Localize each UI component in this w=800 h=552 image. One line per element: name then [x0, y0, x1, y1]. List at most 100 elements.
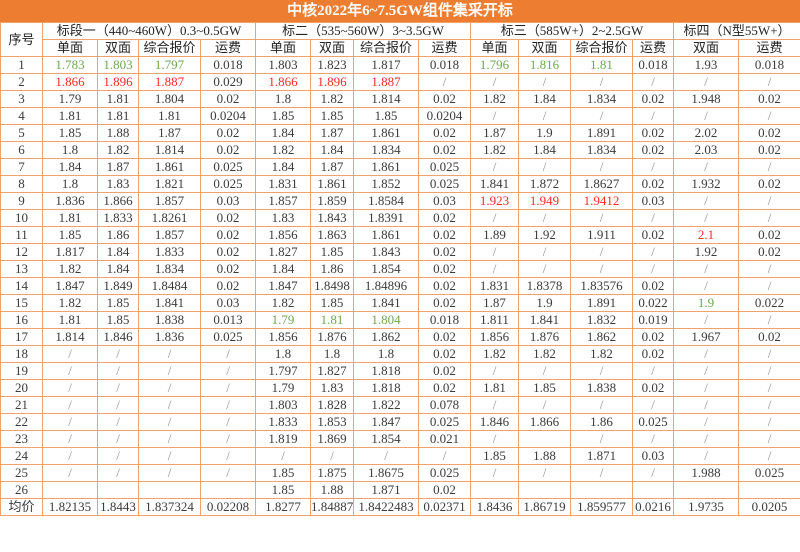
value-cell: 1.9: [518, 124, 571, 142]
value-cell: [673, 481, 740, 499]
row-index-cell: 16: [0, 311, 43, 329]
value-cell: 0.02: [418, 260, 471, 278]
value-cell: 1.861: [353, 124, 419, 142]
value-cell: /: [42, 413, 98, 431]
value-cell: 1.823: [310, 56, 354, 74]
value-cell: 1.81: [570, 56, 633, 74]
value-cell: 0.03: [200, 294, 256, 312]
value-cell: 1.9: [673, 294, 740, 312]
value-cell: 1.88: [310, 481, 354, 499]
value-cell: 1.82: [310, 90, 354, 108]
row-index-cell: 18: [0, 345, 43, 363]
value-cell: 0.025: [418, 158, 471, 176]
value-cell: [42, 481, 98, 499]
value-cell: 1.8422483: [353, 498, 419, 516]
value-cell: 1.891: [570, 294, 633, 312]
value-cell: /: [738, 430, 800, 448]
value-cell: 1.83: [310, 379, 354, 397]
value-cell: /: [97, 396, 139, 414]
value-cell: 1.8: [255, 90, 311, 108]
value-cell: 1.797: [138, 56, 201, 74]
row-index-cell: 25: [0, 464, 43, 482]
value-cell: 0.0205: [738, 498, 800, 516]
value-cell: 0.02: [631, 277, 675, 295]
value-cell: 1.811: [470, 311, 519, 329]
table-row: 26 1.85 1.88 1.871 0.02: [0, 481, 800, 499]
value-cell: 1.838: [570, 379, 633, 397]
value-cell: 1.88: [97, 124, 139, 142]
value-cell: 1.84: [255, 260, 311, 278]
table-row: 25// //1.85 1.875 1.8675 0.025// //1.988 0.025: [0, 464, 800, 482]
value-cell: 1.8: [42, 175, 98, 193]
col-header-bid2-freight: 运费: [418, 39, 471, 57]
value-cell: 1.849: [97, 277, 139, 295]
value-cell: 0.02: [631, 345, 675, 363]
value-cell: /: [470, 362, 519, 380]
value-cell: /: [738, 379, 800, 397]
value-cell: /: [470, 396, 519, 414]
value-cell: 1.841: [353, 294, 419, 312]
value-cell: 1.82: [97, 141, 139, 159]
value-cell: 2.03: [673, 141, 740, 159]
value-cell: 1.827: [310, 362, 354, 380]
value-cell: [518, 430, 571, 448]
table-row: 9 1.836 1.866 1.857 0.03 1.857 1.859 1.8584 0.03…: [0, 192, 800, 210]
value-cell: /: [738, 396, 800, 414]
value-cell: /: [673, 260, 740, 278]
value-cell: 1.932: [673, 175, 740, 193]
value-cell: 1.8436: [470, 498, 519, 516]
value-cell: 1.838: [138, 311, 201, 329]
value-cell: 1.857: [138, 192, 201, 210]
value-cell: 1.856: [255, 226, 311, 244]
value-cell: 1.79: [255, 311, 311, 329]
value-cell: /: [631, 73, 675, 91]
value-cell: 0.02: [631, 124, 675, 142]
value-cell: 1.821: [138, 175, 201, 193]
value-cell: 1.847: [42, 277, 98, 295]
value-cell: 1.843: [310, 209, 354, 227]
value-cell: 0.025: [631, 413, 675, 431]
value-cell: 1.8675: [353, 464, 419, 482]
value-cell: 1.814: [353, 90, 419, 108]
value-cell: 0.025: [418, 413, 471, 431]
value-cell: 0.025: [200, 175, 256, 193]
value-cell: 1.853: [310, 413, 354, 431]
value-cell: /: [673, 73, 740, 91]
value-cell: 1.8: [42, 141, 98, 159]
value-cell: 0.02: [200, 277, 256, 295]
table-row: 5 1.85 1.88 1.87 0.02 1.84 1.87 1.861 0.02 1.87 1.…: [0, 124, 800, 142]
value-cell: 0.025: [200, 328, 256, 346]
value-cell: 1.79: [42, 90, 98, 108]
value-cell: 1.85: [255, 464, 311, 482]
value-cell: /: [138, 413, 201, 431]
value-cell: 0.02: [631, 379, 675, 397]
value-cell: 0.02: [418, 277, 471, 295]
value-cell: 1.887: [138, 73, 201, 91]
value-cell: /: [738, 209, 800, 227]
value-cell: 1.833: [97, 209, 139, 227]
value-cell: /: [570, 396, 633, 414]
value-cell: 1.814: [138, 141, 201, 159]
value-cell: [631, 481, 675, 499]
value-cell: 1.84: [42, 158, 98, 176]
value-cell: 0.02: [200, 226, 256, 244]
value-cell: 1.81: [310, 311, 354, 329]
value-cell: 1.93: [673, 56, 740, 74]
value-cell: 1.85: [255, 481, 311, 499]
value-cell: 0.02: [418, 379, 471, 397]
value-cell: 1.887: [353, 73, 419, 91]
value-cell: /: [738, 345, 800, 363]
value-cell: /: [631, 158, 675, 176]
value-cell: 1.872: [518, 175, 571, 193]
value-cell: /: [97, 379, 139, 397]
value-cell: 0.018: [631, 56, 675, 74]
value-cell: 0.02: [418, 124, 471, 142]
value-cell: 1.836: [42, 192, 98, 210]
value-cell: /: [42, 362, 98, 380]
col-header-bid2-mono: 单面: [255, 39, 311, 57]
row-index-cell: 15: [0, 294, 43, 312]
value-cell: /: [631, 396, 675, 414]
value-cell: 1.836: [138, 328, 201, 346]
value-cell: 1.797: [255, 362, 311, 380]
value-cell: 1.814: [42, 328, 98, 346]
